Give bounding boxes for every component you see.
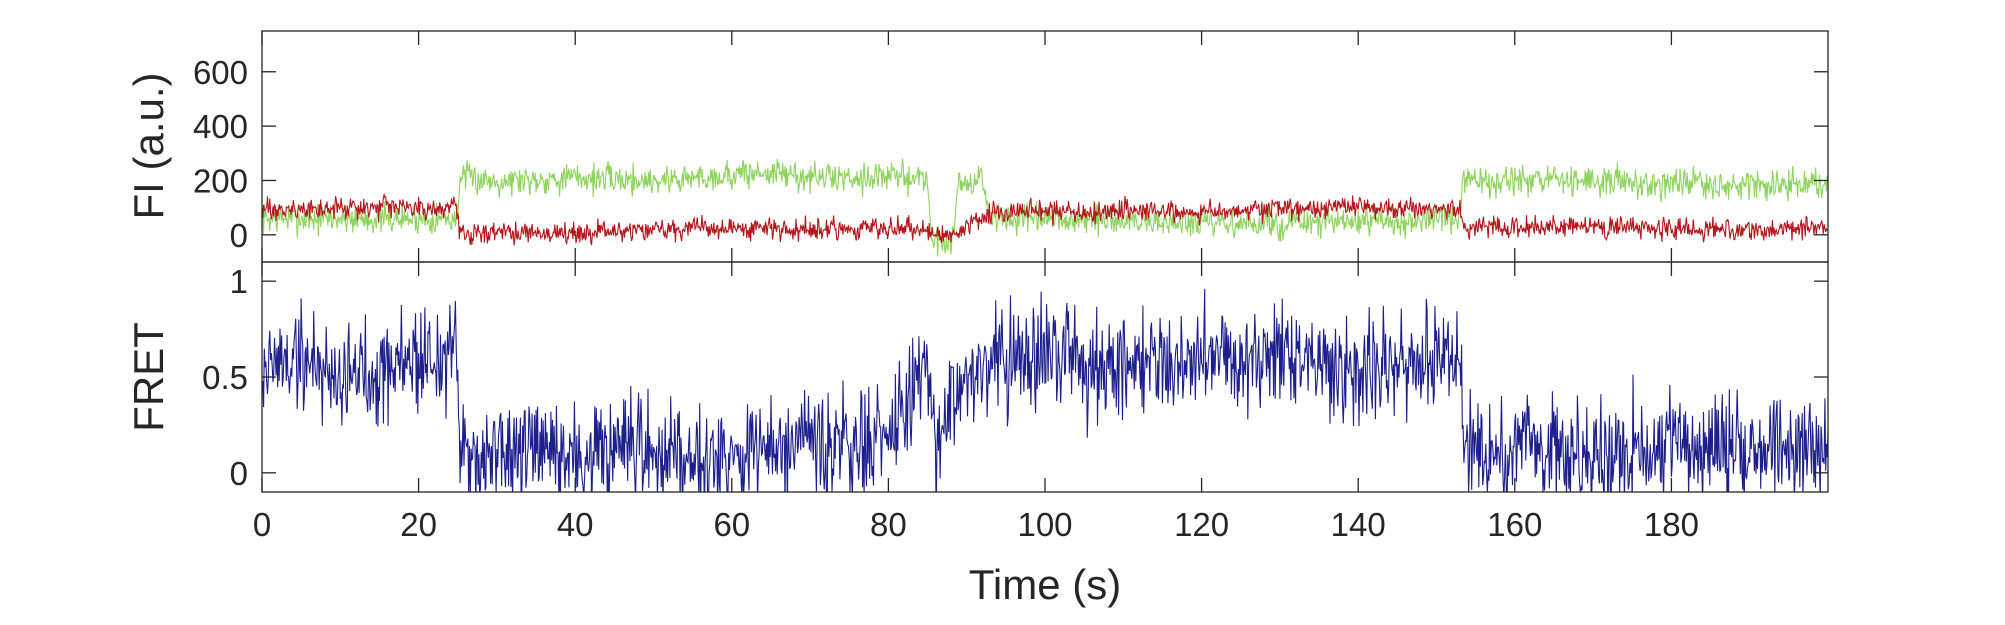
y-tick-label: 200 xyxy=(193,162,248,199)
x-tick-label: 80 xyxy=(870,506,907,543)
y-tick-label: 400 xyxy=(193,108,248,145)
fluorescence-y-axis-label: FI (a.u.) xyxy=(125,72,172,219)
x-tick-label: 140 xyxy=(1331,506,1386,543)
y-tick-label: 0 xyxy=(230,217,248,254)
x-tick-label: 20 xyxy=(400,506,437,543)
fret-traces xyxy=(262,288,1828,492)
x-tick-label: 40 xyxy=(557,506,594,543)
x-tick-label: 0 xyxy=(253,506,271,543)
fluorescence-y-axis: 0 200 400 600 xyxy=(193,31,1828,262)
x-tick-label: 180 xyxy=(1644,506,1699,543)
fret-panel: 00.51 0 20 40 60 80 100 120 140 160 180 FRET Time… xyxy=(125,261,1829,608)
fret-y-axis-label: FRET xyxy=(125,322,172,432)
x-tick-label: 160 xyxy=(1487,506,1542,543)
y-tick-label: 0 xyxy=(230,455,248,492)
x-tick-label: 120 xyxy=(1174,506,1229,543)
time-x-axis-label: Time (s) xyxy=(969,561,1121,608)
fluorescence-panel: 0 200 400 600 FI (a.u.) xyxy=(125,30,1829,263)
y-tick-label: 1 xyxy=(230,263,248,300)
trace-series-1 xyxy=(262,288,1828,492)
trace-series-2 xyxy=(262,192,1828,247)
time-x-axis: 0 20 40 60 80 100 120 140 160 180 xyxy=(253,262,1699,543)
fluorescence-traces xyxy=(262,158,1828,257)
x-tick-label: 60 xyxy=(713,506,750,543)
trace-series-1 xyxy=(262,158,1828,257)
x-tick-label: 100 xyxy=(1017,506,1072,543)
fret-y-axis: 00.51 xyxy=(202,263,1828,492)
y-tick-label: 600 xyxy=(193,54,248,91)
y-tick-label: 0.5 xyxy=(202,359,248,396)
